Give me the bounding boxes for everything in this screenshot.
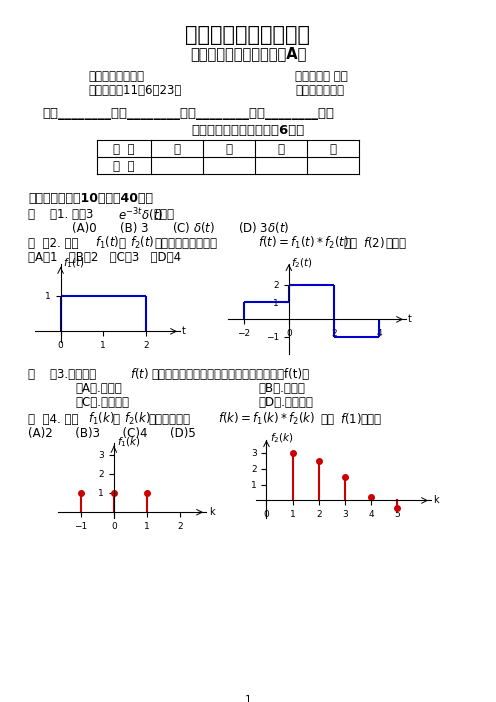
Text: $f_1(k)$: $f_1(k)$ [117, 435, 141, 449]
Text: （请考生注意：本试卷兲6页）: （请考生注意：本试卷兲6页） [191, 124, 305, 137]
Text: 《信号与系统》期末考试A卷: 《信号与系统》期末考试A卷 [190, 46, 306, 61]
Text: 和: 和 [118, 237, 125, 250]
Text: $f_2(k)$: $f_2(k)$ [124, 411, 151, 427]
Text: 等于：: 等于： [360, 413, 381, 426]
Text: 一、选择题（入10小题，40分）: 一、选择题（入10小题，40分） [28, 192, 153, 205]
Text: 1: 1 [245, 695, 251, 702]
Text: $f_1(t)$: $f_1(t)$ [95, 235, 120, 251]
Text: 使用范围： 本科: 使用范围： 本科 [295, 70, 348, 83]
Text: $f(2)$: $f(2)$ [363, 235, 385, 250]
Text: (C) $\delta(t)$: (C) $\delta(t)$ [172, 220, 215, 235]
Text: （A）1   （B）2   （C）3   （D）4: （A）1 （B）2 （C）3 （D）4 [28, 251, 181, 264]
Text: 得  分: 得 分 [113, 160, 135, 173]
Text: $e^{-3t}\delta(t)$: $e^{-3t}\delta(t)$ [118, 206, 164, 224]
Text: 和: 和 [112, 413, 119, 426]
Text: $f(t)$: $f(t)$ [130, 366, 149, 381]
Text: （  ）2. 信号: （ ）2. 信号 [28, 237, 78, 250]
Text: 二: 二 [226, 143, 233, 156]
Text: (D) $3\delta(t)$: (D) $3\delta(t)$ [238, 220, 290, 235]
Text: （  ）4. 序列: （ ）4. 序列 [28, 413, 78, 426]
Text: t: t [182, 326, 186, 336]
Text: ，则: ，则 [343, 237, 357, 250]
Text: 三: 三 [277, 143, 285, 156]
Text: （D）.偶谐函数: （D）.偶谐函数 [258, 396, 313, 409]
Text: （    ）3.周期信号: （ ）3.周期信号 [28, 368, 96, 381]
Text: 的傅里叶级数展开式中仅含奇次谐波分量，f(t)是: 的傅里叶级数展开式中仅含奇次谐波分量，f(t)是 [151, 368, 309, 381]
Text: (A)0: (A)0 [72, 222, 97, 235]
Text: (B) 3: (B) 3 [120, 222, 148, 235]
Text: $f(1)$: $f(1)$ [340, 411, 362, 426]
Text: （C）.奇谐函数: （C）.奇谐函数 [75, 396, 129, 409]
Text: 课程性质：必修课: 课程性质：必修课 [88, 70, 144, 83]
Text: t: t [408, 314, 412, 324]
Text: 如图所示，设: 如图所示，设 [148, 413, 190, 426]
Text: 题  号: 题 号 [113, 143, 135, 156]
Text: 等于：: 等于： [153, 208, 174, 221]
Text: 一: 一 [174, 143, 181, 156]
Text: $f_1(t)$: $f_1(t)$ [62, 256, 84, 270]
Text: ，则: ，则 [320, 413, 334, 426]
Text: $f_2(t)$: $f_2(t)$ [291, 256, 313, 270]
Text: $f(t)=f_1(t)*f_2(t)$: $f(t)=f_1(t)*f_2(t)$ [258, 235, 349, 251]
Text: $f_2(t)$: $f_2(t)$ [130, 235, 155, 251]
Text: $f_1(k)$: $f_1(k)$ [88, 411, 115, 427]
Text: 使用时间：11年6月23日: 使用时间：11年6月23日 [88, 84, 182, 97]
Text: 四: 四 [329, 143, 336, 156]
Text: k: k [209, 508, 215, 517]
Text: $f(k)=f_1(k)*f_2(k)$: $f(k)=f_1(k)*f_2(k)$ [218, 411, 315, 427]
Text: （A）.偶函数: （A）.偶函数 [75, 382, 122, 395]
Text: 考试方式：闭卷: 考试方式：闭卷 [295, 84, 344, 97]
Text: （    ）1. 函数3: （ ）1. 函数3 [28, 208, 93, 221]
Text: （B）.奇函数: （B）.奇函数 [258, 382, 305, 395]
Text: 华中科技大学文华学院: 华中科技大学文华学院 [186, 25, 310, 45]
Text: 学号________专业________班级________姓名________成绩: 学号________专业________班级________姓名________… [42, 107, 334, 120]
Text: 的波形如图所示，设: 的波形如图所示，设 [154, 237, 217, 250]
Text: k: k [434, 496, 439, 505]
Text: $f_2(k)$: $f_2(k)$ [270, 431, 294, 444]
Text: (A)2      (B)3      (C)4      (D)5: (A)2 (B)3 (C)4 (D)5 [28, 427, 196, 440]
Text: 等于：: 等于： [385, 237, 406, 250]
